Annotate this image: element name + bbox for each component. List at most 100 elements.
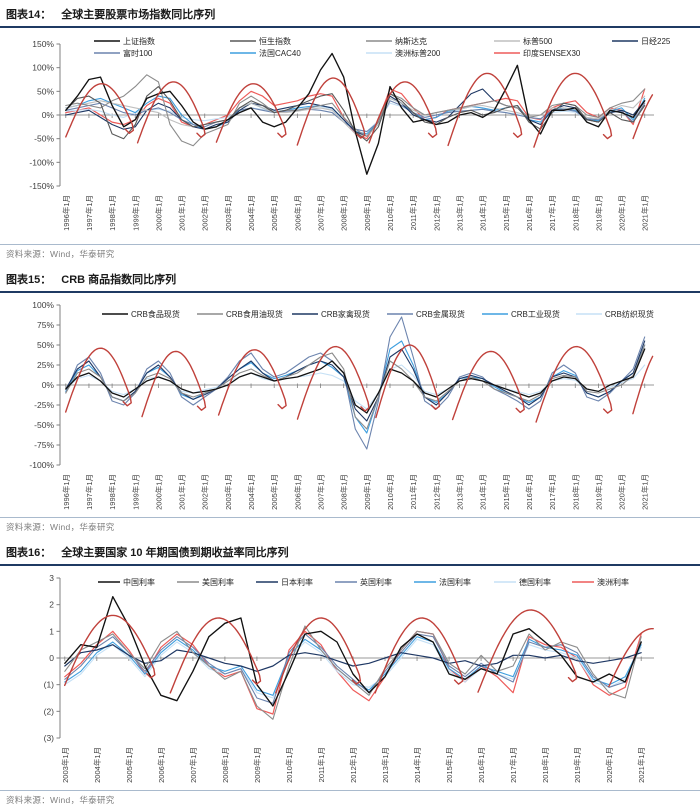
legend-label: CRB家禽现货 (321, 309, 370, 319)
x-tick-label: 2014年1月 (478, 474, 488, 510)
y-tick-label: -50% (34, 420, 54, 430)
cycle-arc (375, 344, 441, 419)
x-tick-label: 2005年1月 (269, 474, 279, 510)
x-tick-label: 2002年1月 (200, 195, 210, 231)
legend-label: 美国利率 (202, 577, 234, 587)
legend-label: 标普500 (523, 36, 553, 46)
x-tick-label: 2006年1月 (156, 747, 166, 783)
figure-16-label: 图表16： (6, 547, 52, 559)
x-tick-label: 2017年1月 (547, 195, 557, 231)
x-tick-label: 2012年1月 (431, 474, 441, 510)
figure-15-source: 资料来源：Wind，华泰研究 (0, 517, 700, 535)
x-axis: 2003年1月 2004年1月 2005年1月 2006年1月 2007年1月 2008年… (60, 656, 654, 783)
y-tick-label: 0 (49, 653, 54, 663)
series-line-2 (64, 644, 642, 672)
y-tick-label: 100% (32, 63, 54, 73)
cycle-arc (632, 94, 654, 140)
figure-14-chart-area: 150% 100% 50% 0% -50% -100% -150% 1996年1月 1997年1… (0, 28, 700, 242)
cycle-arc (65, 347, 132, 413)
figure-15-chart-area: 100% 75% 50% 25% 0% -25% -50% -75% -100% 1996年1月 1… (0, 293, 700, 515)
figure-15-title: CRB 商品指数同比序列 (61, 274, 177, 286)
cycle-arc (608, 628, 654, 688)
legend-label: 澳洲标普200 (395, 48, 441, 58)
cycle-arc (632, 355, 654, 415)
x-tick-label: 2012年1月 (348, 747, 358, 783)
x-tick-label: 2015年1月 (444, 747, 454, 783)
x-tick-label: 2018年1月 (570, 195, 580, 231)
x-tick-label: 2001年1月 (177, 474, 187, 510)
x-tick-label: 2020年1月 (617, 195, 627, 231)
series-line-2 (65, 340, 646, 422)
y-axis: 100% 75% 50% 25% 0% -25% -50% -75% -100% (29, 300, 61, 470)
cycle-curve (65, 344, 654, 423)
y-tick-label: 3 (49, 573, 54, 583)
x-tick-label: 2011年1月 (408, 195, 418, 230)
cycle-arc (296, 345, 370, 420)
cycle-curve (64, 609, 654, 694)
legend-label: CRB纺织现货 (605, 309, 654, 319)
y-tick-label: 1 (49, 626, 54, 636)
figure-16-source: 资料来源：Wind，华泰研究 (0, 790, 700, 808)
x-tick-label: 2005年1月 (269, 195, 279, 231)
series-line-0 (65, 52, 646, 175)
x-tick-label: 2003年1月 (223, 474, 233, 510)
y-tick-label: -25% (34, 400, 54, 410)
cycle-arc (535, 345, 613, 423)
x-tick-label: 2009年1月 (362, 474, 372, 510)
x-tick-label: 2002年1月 (200, 474, 210, 510)
x-tick-label: 2007年1月 (316, 474, 326, 510)
legend-label: 法国CAC40 (259, 48, 301, 58)
legend: 中国利率 美国利率 日本利率 英国利率 法国利率 德国利率 澳洲利率 (98, 577, 629, 587)
x-tick-label: 2018年1月 (570, 474, 580, 510)
cycle-arc (447, 72, 523, 147)
x-tick-label: 2021年1月 (636, 747, 646, 783)
cycle-arc (296, 77, 366, 146)
figure-16-line-chart: 3 2 1 0 (1) (2) (3) 2003年1月 2004年1月 2005年1月 2006年1… (44, 573, 654, 783)
series-line-1 (65, 344, 646, 430)
x-tick-label: 2018年1月 (540, 747, 550, 783)
y-tick-label: 50% (37, 86, 54, 96)
x-tick-label: 1997年1月 (84, 195, 94, 231)
cycle-arc (533, 72, 613, 148)
x-tick-label: 2013年1月 (380, 747, 390, 783)
x-tick-label: 2005年1月 (124, 747, 134, 783)
cycle-arc (215, 83, 287, 143)
x-tick-label: 2015年1月 (501, 474, 511, 510)
legend: CRB食品现货 CRB食用油现货 CRB家禽现货 CRB金属现货 CRB工业现货 CRB纺… (102, 309, 654, 319)
legend-label: 印度SENSEX30 (523, 48, 581, 58)
x-tick-label: 2006年1月 (292, 195, 302, 231)
x-tick-label: 2012年1月 (431, 195, 441, 231)
legend-label: 纳斯达克 (395, 36, 427, 46)
x-tick-label: 2021年1月 (640, 195, 650, 231)
cycle-curve (65, 72, 654, 148)
x-tick-label: 2008年1月 (339, 195, 349, 231)
x-tick-label: 2019年1月 (593, 474, 603, 510)
legend-label: 法国利率 (439, 577, 471, 587)
y-tick-label: 100% (32, 300, 54, 310)
figure-16-header: 图表16： 全球主要国家 10 年期国债到期收益率同比序列 (0, 542, 700, 566)
x-tick-label: 2000年1月 (153, 474, 163, 510)
x-tick-label: 2013年1月 (454, 195, 464, 231)
cycle-arc (368, 81, 438, 144)
y-tick-label: -100% (29, 460, 54, 470)
y-tick-label: (2) (44, 706, 55, 716)
legend-label: CRB金属现货 (416, 309, 465, 319)
cycle-arc (136, 81, 206, 144)
y-tick-label: -75% (34, 440, 54, 450)
y-tick-label: -100% (29, 157, 54, 167)
cycle-arc (217, 349, 287, 416)
legend-label: CRB工业现货 (511, 309, 560, 319)
cycle-arc (451, 350, 525, 421)
x-tick-label: 2010年1月 (385, 195, 395, 231)
series-group (65, 52, 646, 175)
cycle-arc (141, 350, 207, 418)
series-line-3 (65, 316, 646, 450)
figure-15-header: 图表15： CRB 商品指数同比序列 (0, 269, 700, 293)
legend-label: 日经225 (641, 36, 671, 46)
y-axis: 3 2 1 0 (1) (2) (3) (44, 573, 61, 743)
x-tick-label: 2007年1月 (316, 195, 326, 231)
x-tick-label: 2004年1月 (246, 195, 256, 231)
x-tick-label: 2008年1月 (339, 474, 349, 510)
series-group (65, 316, 646, 450)
y-tick-label: -50% (34, 134, 54, 144)
